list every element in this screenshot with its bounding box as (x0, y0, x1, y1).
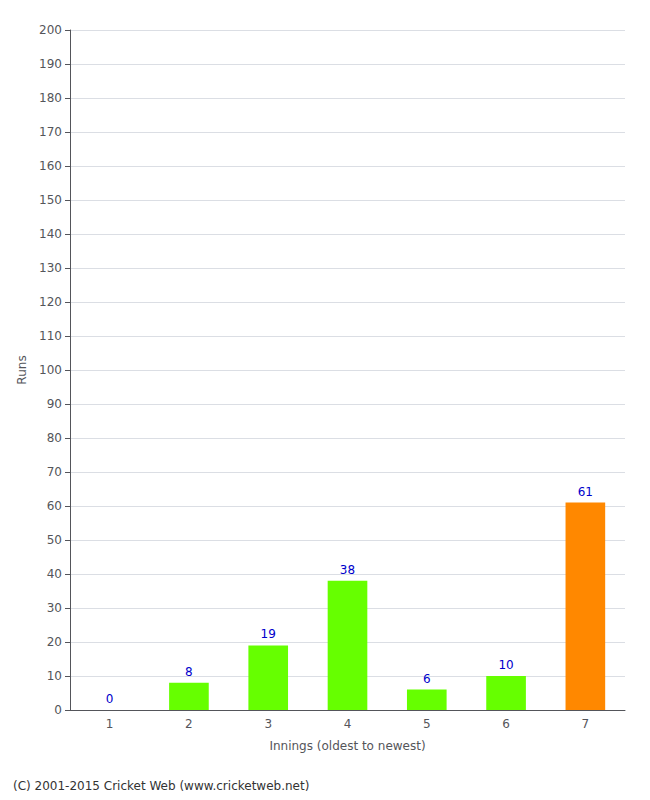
svg-text:120: 120 (39, 295, 62, 309)
svg-text:(C) 2001-2015 Cricket Web (www: (C) 2001-2015 Cricket Web (www.cricketwe… (13, 779, 309, 793)
svg-text:38: 38 (340, 563, 355, 577)
svg-text:10: 10 (47, 669, 62, 683)
svg-text:4: 4 (344, 717, 352, 731)
svg-text:8: 8 (185, 665, 193, 679)
svg-text:100: 100 (39, 363, 62, 377)
svg-text:7: 7 (582, 717, 590, 731)
svg-text:90: 90 (47, 397, 62, 411)
svg-text:0: 0 (106, 692, 114, 706)
svg-text:140: 140 (39, 227, 62, 241)
svg-text:110: 110 (39, 329, 62, 343)
svg-text:Runs: Runs (15, 355, 29, 384)
svg-text:70: 70 (47, 465, 62, 479)
svg-text:61: 61 (578, 485, 593, 499)
svg-text:80: 80 (47, 431, 62, 445)
svg-text:Innings (oldest to newest): Innings (oldest to newest) (269, 739, 425, 753)
svg-text:2: 2 (185, 717, 193, 731)
svg-text:6: 6 (502, 717, 510, 731)
svg-text:160: 160 (39, 159, 62, 173)
svg-text:0: 0 (54, 703, 62, 717)
svg-text:6: 6 (423, 672, 431, 686)
svg-text:200: 200 (39, 23, 62, 37)
svg-text:19: 19 (261, 627, 276, 641)
svg-text:20: 20 (47, 635, 62, 649)
svg-text:60: 60 (47, 499, 62, 513)
svg-text:3: 3 (264, 717, 272, 731)
svg-text:170: 170 (39, 125, 62, 139)
svg-text:1: 1 (106, 717, 114, 731)
svg-text:190: 190 (39, 57, 62, 71)
svg-text:10: 10 (498, 658, 513, 672)
svg-text:5: 5 (423, 717, 431, 731)
svg-text:180: 180 (39, 91, 62, 105)
svg-text:30: 30 (47, 601, 62, 615)
svg-text:130: 130 (39, 261, 62, 275)
svg-text:150: 150 (39, 193, 62, 207)
svg-text:40: 40 (47, 567, 62, 581)
svg-text:50: 50 (47, 533, 62, 547)
